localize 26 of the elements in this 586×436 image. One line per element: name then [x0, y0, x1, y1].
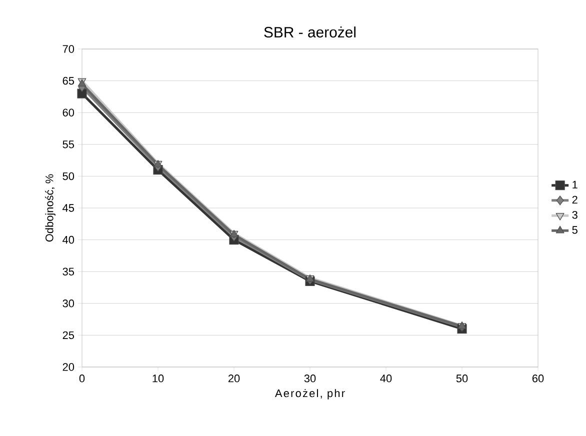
legend-label: 2	[572, 196, 578, 204]
chart-title: SBR - aerożel	[264, 26, 356, 38]
legend-label: 1	[572, 180, 578, 188]
y-tick-label: 40	[62, 236, 74, 244]
legend-label: 5	[572, 226, 578, 234]
x-tick-label: 60	[532, 374, 544, 382]
y-tick-label: 50	[62, 172, 74, 180]
x-tick-label: 0	[79, 374, 85, 382]
legend-label: 3	[572, 211, 578, 219]
y-tick-label: 20	[62, 363, 74, 371]
y-tick-label: 25	[62, 331, 74, 340]
x-tick-label: 30	[304, 374, 316, 382]
y-tick-label: 55	[62, 140, 74, 148]
x-tick-label: 50	[456, 374, 468, 382]
y-tick-label: 30	[62, 300, 74, 308]
y-tick-label: 60	[62, 108, 74, 116]
y-tick-label: 65	[62, 76, 74, 85]
y-tick-label: 70	[62, 45, 74, 53]
x-tick-label: 40	[380, 374, 392, 382]
x-tick-label: 10	[152, 374, 164, 382]
x-tick-label: 20	[228, 374, 240, 382]
point	[77, 88, 87, 98]
x-axis-title: Aerożel, phr	[274, 389, 345, 400]
y-axis-title: Odbojność, %	[45, 174, 56, 242]
y-tick-label: 45	[62, 204, 74, 212]
y-tick-label: 35	[62, 268, 74, 276]
